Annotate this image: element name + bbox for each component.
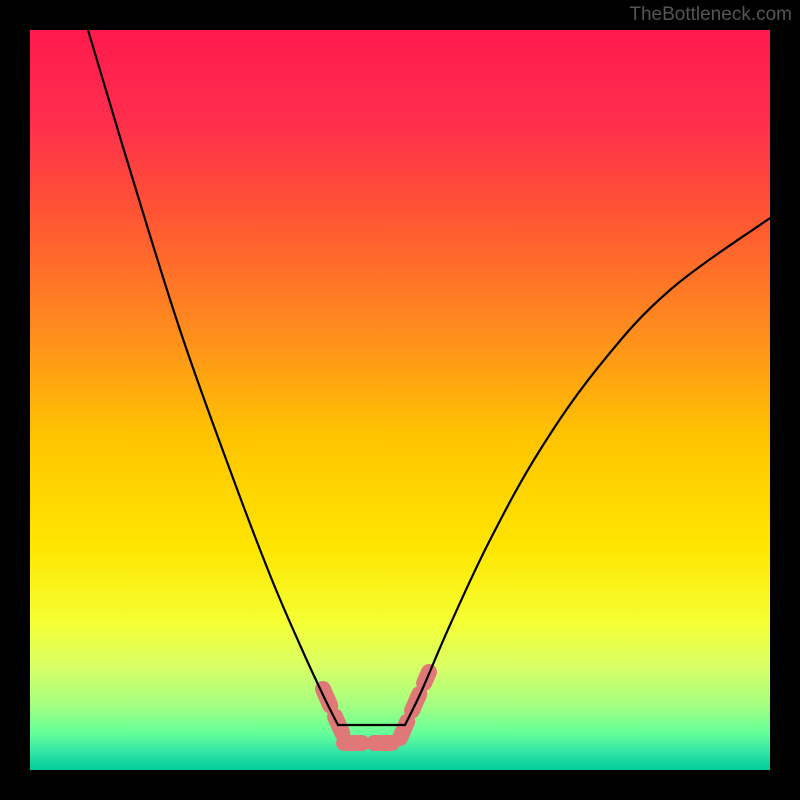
curve-overlay bbox=[30, 30, 770, 770]
plot-area bbox=[30, 30, 770, 770]
bottleneck-curve bbox=[88, 30, 770, 725]
watermark-text: TheBottleneck.com bbox=[629, 4, 792, 26]
